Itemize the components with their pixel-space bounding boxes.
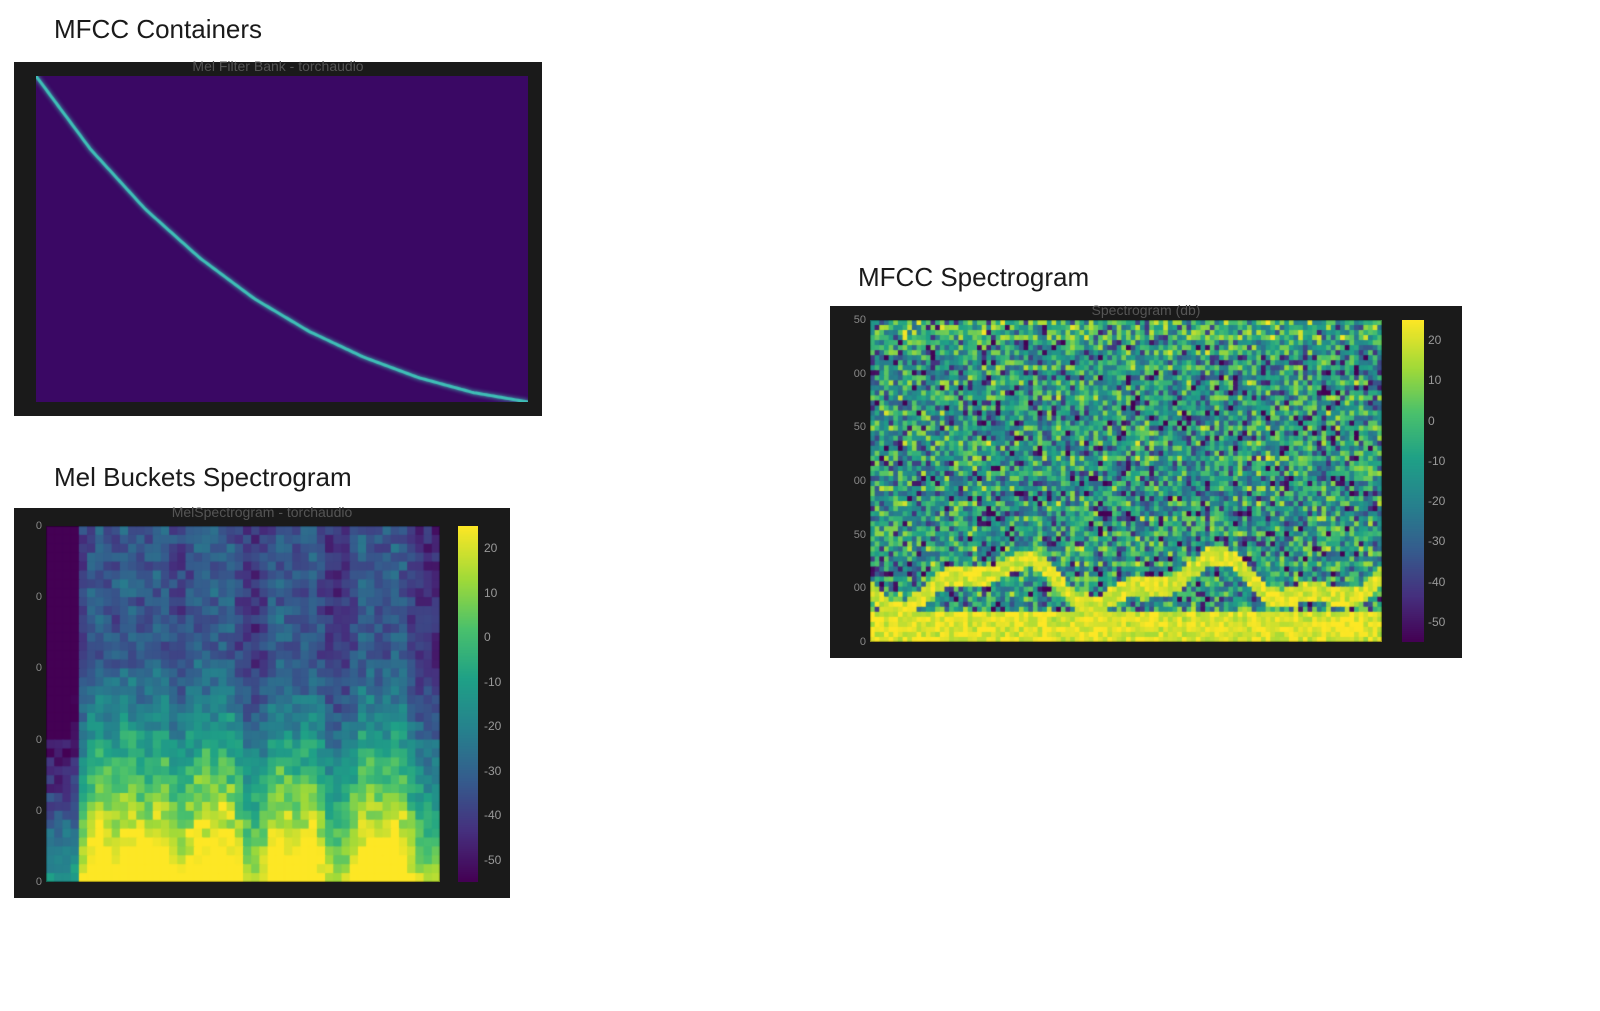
- mfcc-spectrogram-heatmap: [870, 320, 1382, 642]
- colorbar-tick: -30: [484, 764, 501, 778]
- y-axis-tick: 0: [36, 591, 42, 603]
- mel-spectrogram-title: Mel Buckets Spectrogram: [54, 462, 352, 493]
- mfcc-spectrogram-title: MFCC Spectrogram: [858, 262, 1089, 293]
- y-axis-tick: 0: [36, 662, 42, 674]
- y-axis-tick: 0: [36, 734, 42, 746]
- colorbar-tick: -40: [484, 808, 501, 822]
- mfcc-containers-title: MFCC Containers: [54, 14, 262, 45]
- page-root: MFCC Containers Mel Filter Bank - torcha…: [0, 0, 1600, 1011]
- y-axis-tick: 00: [854, 582, 866, 594]
- colorbar-tick: 0: [484, 630, 491, 644]
- colorbar-tick: -50: [484, 853, 501, 867]
- mfcc-spectrogram-inner-title: Spectrogram (db): [1092, 302, 1201, 318]
- mel-spectrogram-inner-title: MelSpectrogram - torchaudio: [172, 504, 353, 520]
- colorbar-gradient: [458, 526, 478, 882]
- mfcc-spectrogram-colorbar: 20100-10-20-30-40-50: [1402, 320, 1424, 642]
- y-axis-tick: 0: [36, 520, 42, 532]
- y-axis-tick: 50: [854, 421, 866, 433]
- colorbar-tick: -20: [484, 719, 501, 733]
- colorbar-tick: 10: [484, 586, 497, 600]
- mel-filter-heatmap: [36, 76, 528, 402]
- mel-spectrogram-figure: MelSpectrogram - torchaudio 000000 20100…: [14, 508, 510, 898]
- colorbar-tick: -10: [1428, 454, 1445, 468]
- colorbar-tick: -30: [1428, 534, 1445, 548]
- colorbar-tick: 0: [1428, 414, 1435, 428]
- y-axis-tick: 0: [36, 805, 42, 817]
- y-axis-tick: 0: [36, 876, 42, 888]
- colorbar-tick: 10: [1428, 373, 1441, 387]
- colorbar-tick: 20: [1428, 333, 1441, 347]
- y-axis-tick: 50: [854, 529, 866, 541]
- colorbar-tick: -40: [1428, 575, 1445, 589]
- colorbar-tick: -10: [484, 675, 501, 689]
- mel-spectrogram-colorbar: 20100-10-20-30-40-50: [458, 526, 478, 882]
- mfcc-containers-figure: Mel Filter Bank - torchaudio: [14, 62, 542, 416]
- mfcc-containers-inner-title: Mel Filter Bank - torchaudio: [192, 58, 363, 74]
- mel-spectrogram-heatmap: [46, 526, 440, 882]
- y-axis-tick: 00: [854, 475, 866, 487]
- y-axis-tick: 0: [860, 636, 866, 648]
- colorbar-tick: 20: [484, 541, 497, 555]
- y-axis-tick: 00: [854, 368, 866, 380]
- y-axis-tick: 50: [854, 314, 866, 326]
- mfcc-spectrogram-figure: Spectrogram (db) 5000500050000 20100-10-…: [830, 306, 1462, 658]
- colorbar-gradient: [1402, 320, 1424, 642]
- colorbar-tick: -50: [1428, 615, 1445, 629]
- colorbar-tick: -20: [1428, 494, 1445, 508]
